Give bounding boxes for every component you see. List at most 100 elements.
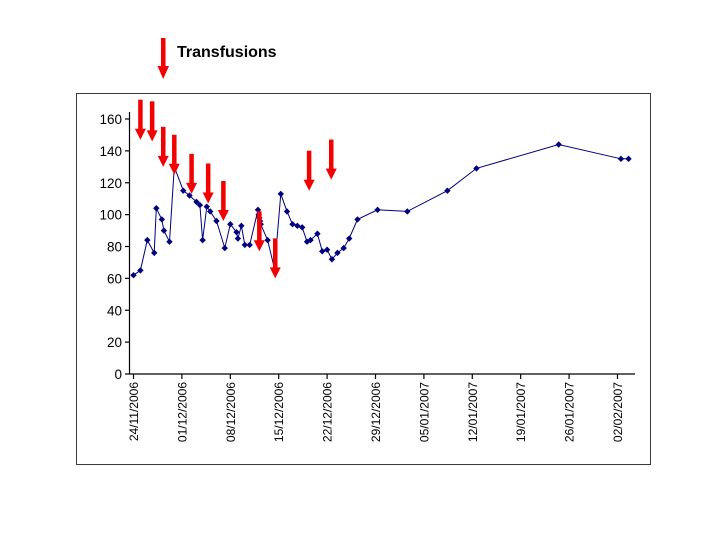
transfusion-arrow-shaft: [221, 181, 226, 211]
transfusion-arrow: [269, 238, 281, 279]
x-tick-label: 24/11/2006: [127, 382, 141, 441]
data-point: [233, 228, 240, 236]
transfusion-arrow-shaft: [189, 153, 194, 184]
data-point: [130, 271, 137, 279]
transfusion-arrow-shaft: [149, 101, 155, 132]
x-tick-label: 05/01/2007: [417, 382, 431, 442]
data-point: [213, 217, 220, 225]
data-point: [137, 267, 144, 274]
transfusion-arrow: [157, 126, 169, 167]
data-point: [180, 187, 187, 194]
transfusion-arrow-head: [186, 182, 198, 194]
data-point: [221, 244, 228, 252]
data-point: [246, 241, 253, 249]
y-tick-label: 100: [99, 208, 122, 223]
transfusion-arrow-shaft: [160, 126, 166, 157]
data-point: [227, 220, 234, 228]
transfusion-arrow-legend-icon: [157, 38, 169, 79]
data-point: [617, 155, 625, 163]
transfusion-arrow: [146, 101, 158, 142]
data-point: [241, 241, 249, 249]
transfusion-arrow: [202, 163, 214, 204]
data-point: [160, 227, 168, 234]
data-point: [264, 236, 271, 244]
x-tick-label: 26/01/2007: [563, 382, 577, 442]
data-point: [340, 244, 347, 252]
y-tick-label: 80: [107, 240, 122, 255]
data-point: [203, 203, 210, 210]
transfusion-arrow: [217, 181, 229, 221]
x-tick-label: 12/01/2007: [466, 382, 480, 442]
data-point: [319, 248, 326, 255]
transfusion-arrow-shaft: [306, 150, 312, 181]
transfusion-arrow-head: [325, 168, 337, 180]
data-point: [307, 236, 314, 244]
transfusions-legend: Transfusions: [155, 36, 277, 80]
chart-plot: 0 20 40 60 80 100 120 140 160 24/11/2006 01/12/200…: [99, 99, 635, 442]
data-point: [283, 208, 291, 215]
transfusion-arrow-head: [146, 130, 158, 142]
data-point: [404, 208, 411, 215]
legend-label: Transfusions: [177, 44, 277, 61]
data-point: [186, 192, 193, 199]
y-tick-label: 20: [107, 335, 122, 350]
y-tick-label: 160: [99, 112, 122, 127]
transfusion-arrow-head: [269, 267, 281, 279]
data-point: [238, 222, 245, 229]
transfusion-arrow-shaft: [172, 134, 177, 165]
transfusion-arrow-head: [253, 240, 265, 252]
transfusion-arrow: [168, 134, 180, 175]
y-tick-label: 120: [99, 176, 122, 191]
transfusion-arrow-shaft: [257, 211, 262, 242]
x-tick-label: 01/12/2006: [175, 382, 189, 442]
transfusion-arrow-head: [168, 163, 180, 175]
y-tick-label: 40: [107, 303, 122, 318]
data-point: [294, 222, 301, 229]
data-point: [277, 190, 284, 198]
data-point: [354, 216, 361, 223]
transfusion-arrow-head: [157, 155, 169, 167]
transfusion-arrow-head: [303, 179, 315, 191]
data-point: [323, 246, 331, 253]
transfusion-arrow-shaft: [328, 139, 334, 170]
data-point: [374, 206, 381, 214]
data-point: [234, 235, 242, 242]
transfusion-arrow: [253, 211, 265, 252]
chart-frame: 0 20 40 60 80 100 120 140 160 24/11/2006 01/12/200…: [76, 93, 651, 465]
transfusion-arrow-shaft: [272, 238, 278, 269]
transfusion-arrow: [303, 150, 315, 191]
data-point: [153, 205, 160, 212]
x-tick-label: 15/12/2006: [272, 382, 286, 442]
x-tick-label: 29/12/2006: [369, 382, 383, 442]
x-tick-label: 19/01/2007: [514, 382, 528, 442]
data-point: [625, 155, 632, 163]
data-point: [199, 236, 206, 244]
data-point: [328, 256, 336, 263]
data-point: [555, 141, 562, 148]
transfusion-arrow: [325, 139, 337, 180]
transfusion-arrow: [134, 99, 146, 140]
data-point: [334, 249, 341, 257]
y-tick-label: 140: [99, 144, 122, 159]
data-point: [289, 220, 296, 228]
data-point: [299, 224, 306, 231]
transfusion-arrow-head: [202, 192, 214, 204]
x-tick-label: 08/12/2006: [224, 382, 238, 442]
transfusion-arrow-shaft: [138, 99, 143, 130]
y-tick-label: 60: [107, 271, 122, 286]
transfusion-arrow-head: [134, 128, 146, 140]
transfusion-arrow: [186, 153, 198, 194]
data-point: [166, 238, 173, 245]
data-point: [314, 230, 321, 237]
data-point: [196, 201, 204, 209]
transfusion-arrow-shaft: [205, 163, 211, 194]
data-point: [158, 216, 166, 223]
data-point: [144, 236, 151, 244]
x-tick-label: 02/02/2007: [611, 382, 625, 442]
data-point: [346, 235, 353, 242]
y-tick-label: 0: [114, 367, 122, 382]
data-point: [193, 198, 200, 206]
transfusion-arrow-head: [217, 210, 229, 221]
x-tick-label: 22/12/2006: [321, 382, 335, 442]
